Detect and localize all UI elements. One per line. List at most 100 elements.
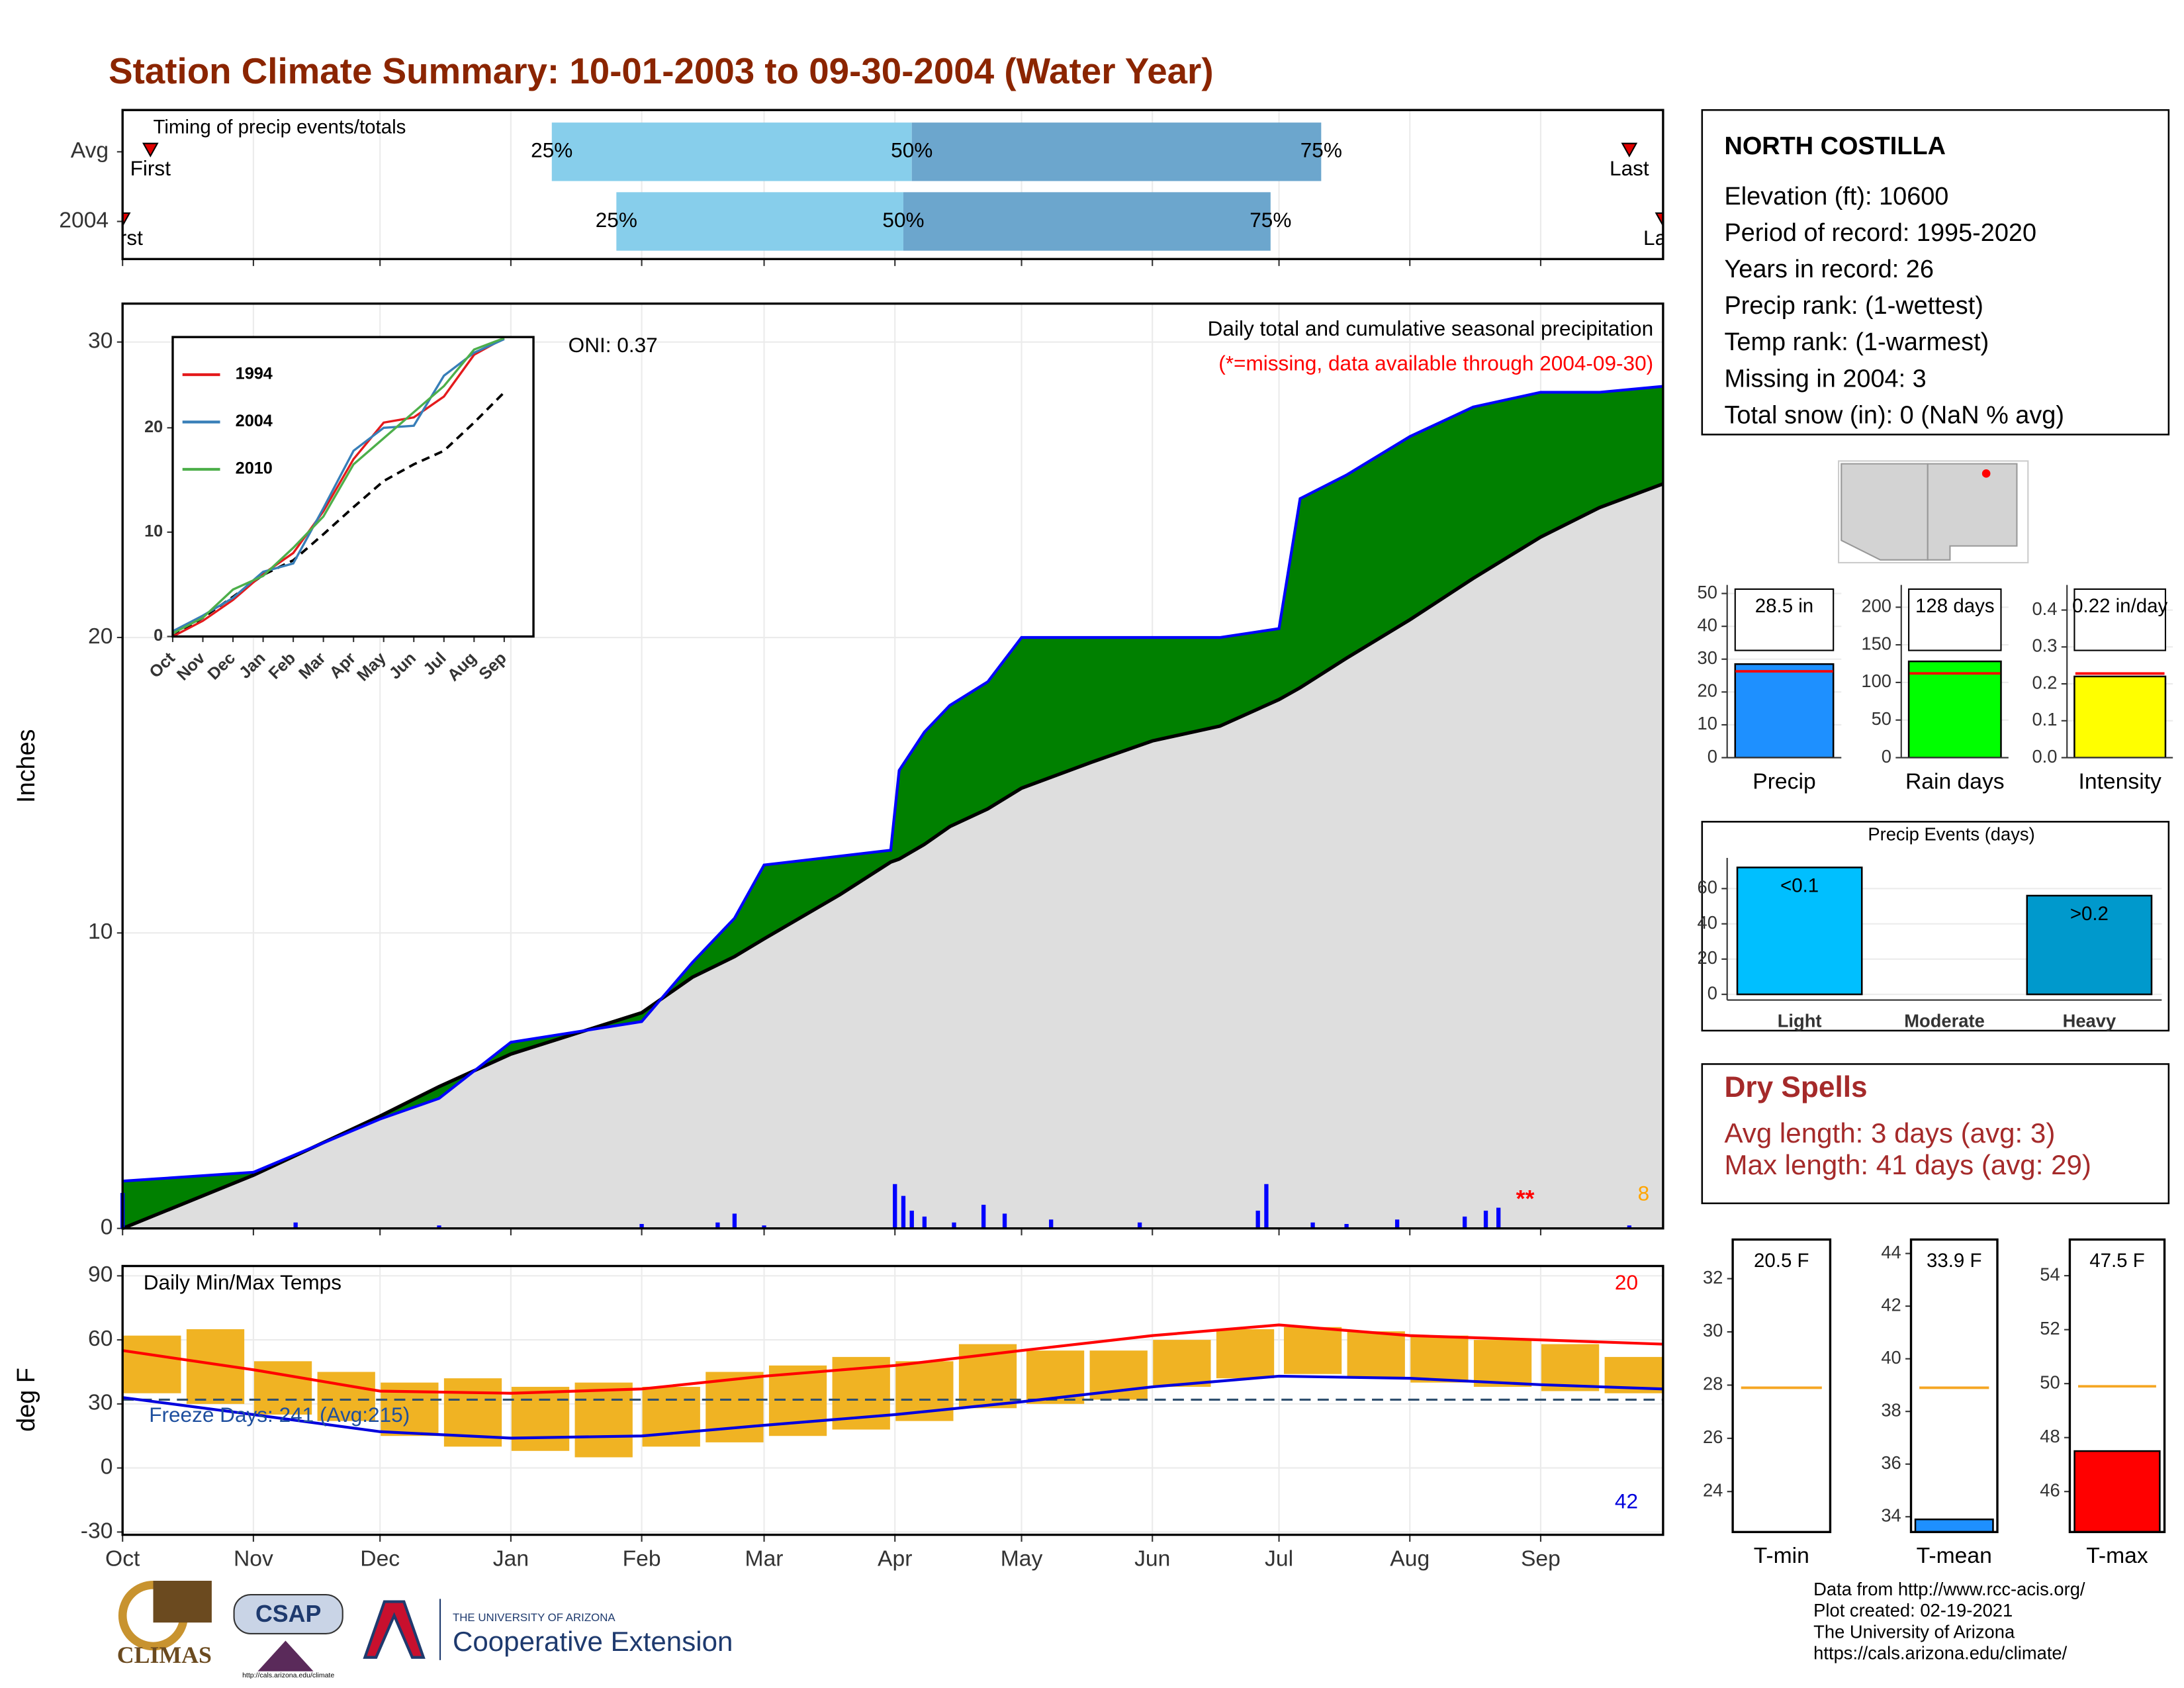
- station-box: [1701, 109, 2170, 436]
- y-tick-label: 20: [1698, 680, 1717, 701]
- daily-bar: [901, 1196, 906, 1229]
- y-tick-label: 0.1: [2032, 709, 2057, 729]
- plot-bg: [1911, 1239, 1997, 1532]
- station-line: Temp rank: (1-warmest): [1724, 328, 1989, 356]
- x-tick-label: Jan: [493, 1546, 529, 1571]
- y-tick-label: 90: [88, 1262, 113, 1287]
- y-tick-label: 20: [144, 418, 163, 436]
- average-line: [122, 482, 1664, 1231]
- category-label: Light: [1778, 1011, 1822, 1031]
- chart-subtitle: (*=missing, data available through 2004-…: [1218, 352, 1653, 375]
- x-tick-label: Jan: [236, 649, 269, 682]
- y-tick-label: 60: [1698, 877, 1717, 898]
- event-label: Last: [1610, 156, 1649, 180]
- y-tick-label: 0.4: [2032, 598, 2057, 619]
- csap-url: http://cals.arizona.edu/climate: [242, 1671, 334, 1679]
- daily-bar: [715, 1222, 720, 1229]
- daily-bar: [1310, 1222, 1315, 1229]
- climas-logo: [153, 1580, 212, 1623]
- y-axis-label: Inches: [13, 729, 40, 803]
- temp-range: [1283, 1327, 1342, 1374]
- bar: [1914, 1519, 1994, 1532]
- dry-spell-line: Avg length: 3 days (avg: 3): [1724, 1117, 2055, 1149]
- y-tick-label: 0: [154, 626, 163, 645]
- plot-frame: [121, 302, 1664, 1230]
- category-label: T-max: [2086, 1544, 2148, 1568]
- y-tick-label: 0: [1882, 746, 1891, 767]
- y-tick-label: 46: [2040, 1479, 2060, 1500]
- dry-spells-title: Dry Spells: [1724, 1071, 1867, 1103]
- y-tick-label: 0.2: [2032, 672, 2057, 692]
- surplus-area: [122, 386, 1663, 1229]
- y-tick-label: 0: [101, 1455, 113, 1479]
- plot-frame: [2068, 1238, 2166, 1534]
- dry-spells-box: [1701, 1063, 2170, 1205]
- y-tick-label: 0: [1707, 746, 1717, 767]
- y-tick-label: 0.0: [2032, 746, 2057, 767]
- x-tick-label: Oct: [105, 1546, 140, 1571]
- event-marker: [122, 212, 131, 228]
- bar: [1907, 660, 2002, 758]
- percent-label: 75%: [1250, 208, 1291, 232]
- y-tick-label: 50: [1872, 708, 1891, 729]
- x-tick-label: Nov: [234, 1546, 273, 1571]
- average-area: [122, 483, 1663, 1229]
- y-tick-label: 24: [1703, 1479, 1723, 1500]
- csap-text: CSAP: [255, 1601, 321, 1627]
- bar: [2073, 675, 2167, 758]
- event-label: First: [103, 226, 144, 250]
- map-state: [1927, 463, 2018, 561]
- oni-label: ONI: 0.37: [569, 333, 658, 357]
- location-map: [1838, 460, 2029, 564]
- bar: [1736, 867, 1863, 996]
- y-tick-label: 40: [1698, 912, 1717, 933]
- x-tick-label: Dec: [360, 1546, 400, 1571]
- y-tick-label: 30: [88, 1391, 113, 1415]
- percent-label: 75%: [1300, 138, 1342, 162]
- y-tick-label: 200: [1861, 596, 1891, 616]
- station-line: Precip rank: (1-wettest): [1724, 292, 1983, 320]
- y-tick-label: 10: [88, 919, 113, 944]
- daily-bar: [1462, 1216, 1467, 1229]
- y-tick-label: 28: [1703, 1374, 1723, 1394]
- y-tick-label: 10: [1698, 713, 1717, 733]
- value-label: 0.22 in/day: [2072, 595, 2167, 617]
- daily-bar: [639, 1223, 644, 1229]
- x-tick-label: Jul: [1265, 1546, 1293, 1571]
- freeze-days: Freeze Days: 241 (Avg:215): [149, 1403, 410, 1427]
- category-label: Intensity: [2079, 769, 2162, 794]
- category-label: Heavy: [2063, 1011, 2116, 1031]
- x-tick-label: Apr: [878, 1546, 912, 1571]
- temp-range: [123, 1335, 181, 1393]
- daily-bar: [909, 1210, 914, 1229]
- y-axis-label: deg F: [13, 1368, 40, 1432]
- plot-frame: [121, 1264, 1664, 1536]
- category-label: T-mean: [1917, 1544, 1992, 1568]
- bar: [1734, 663, 1835, 758]
- daily-bar: [1496, 1207, 1501, 1229]
- station-line: Total snow (in): 0 (NaN % avg): [1724, 402, 2064, 430]
- page-title: Station Climate Summary: 10-01-2003 to 0…: [109, 50, 1213, 91]
- map-state: [1841, 463, 1929, 561]
- y-tick-label: 50: [2040, 1372, 2060, 1392]
- early-bar: [551, 122, 912, 181]
- late-bar: [911, 122, 1322, 181]
- daily-bar: [1394, 1219, 1400, 1229]
- x-tick-label: Sep: [475, 649, 510, 684]
- daily-bar: [1002, 1213, 1007, 1229]
- y-tick-label: 30: [1698, 647, 1717, 668]
- percent-label: 50%: [882, 208, 924, 232]
- plot-frame: [1731, 1238, 1832, 1534]
- label-box: [2073, 588, 2167, 651]
- daily-bar: [1264, 1184, 1269, 1229]
- category-label: Rain days: [1905, 769, 2005, 794]
- inset-bg: [172, 337, 534, 637]
- daily-bar: [952, 1222, 956, 1229]
- footer-line: Data from http://www.rcc-acis.org/: [1813, 1579, 2085, 1599]
- temp-range: [642, 1387, 700, 1447]
- daily-bar: [1627, 1225, 1632, 1229]
- record-max-count: 20: [1615, 1270, 1638, 1294]
- daily-bar: [437, 1225, 441, 1229]
- footer-line: The University of Arizona: [1813, 1621, 2015, 1642]
